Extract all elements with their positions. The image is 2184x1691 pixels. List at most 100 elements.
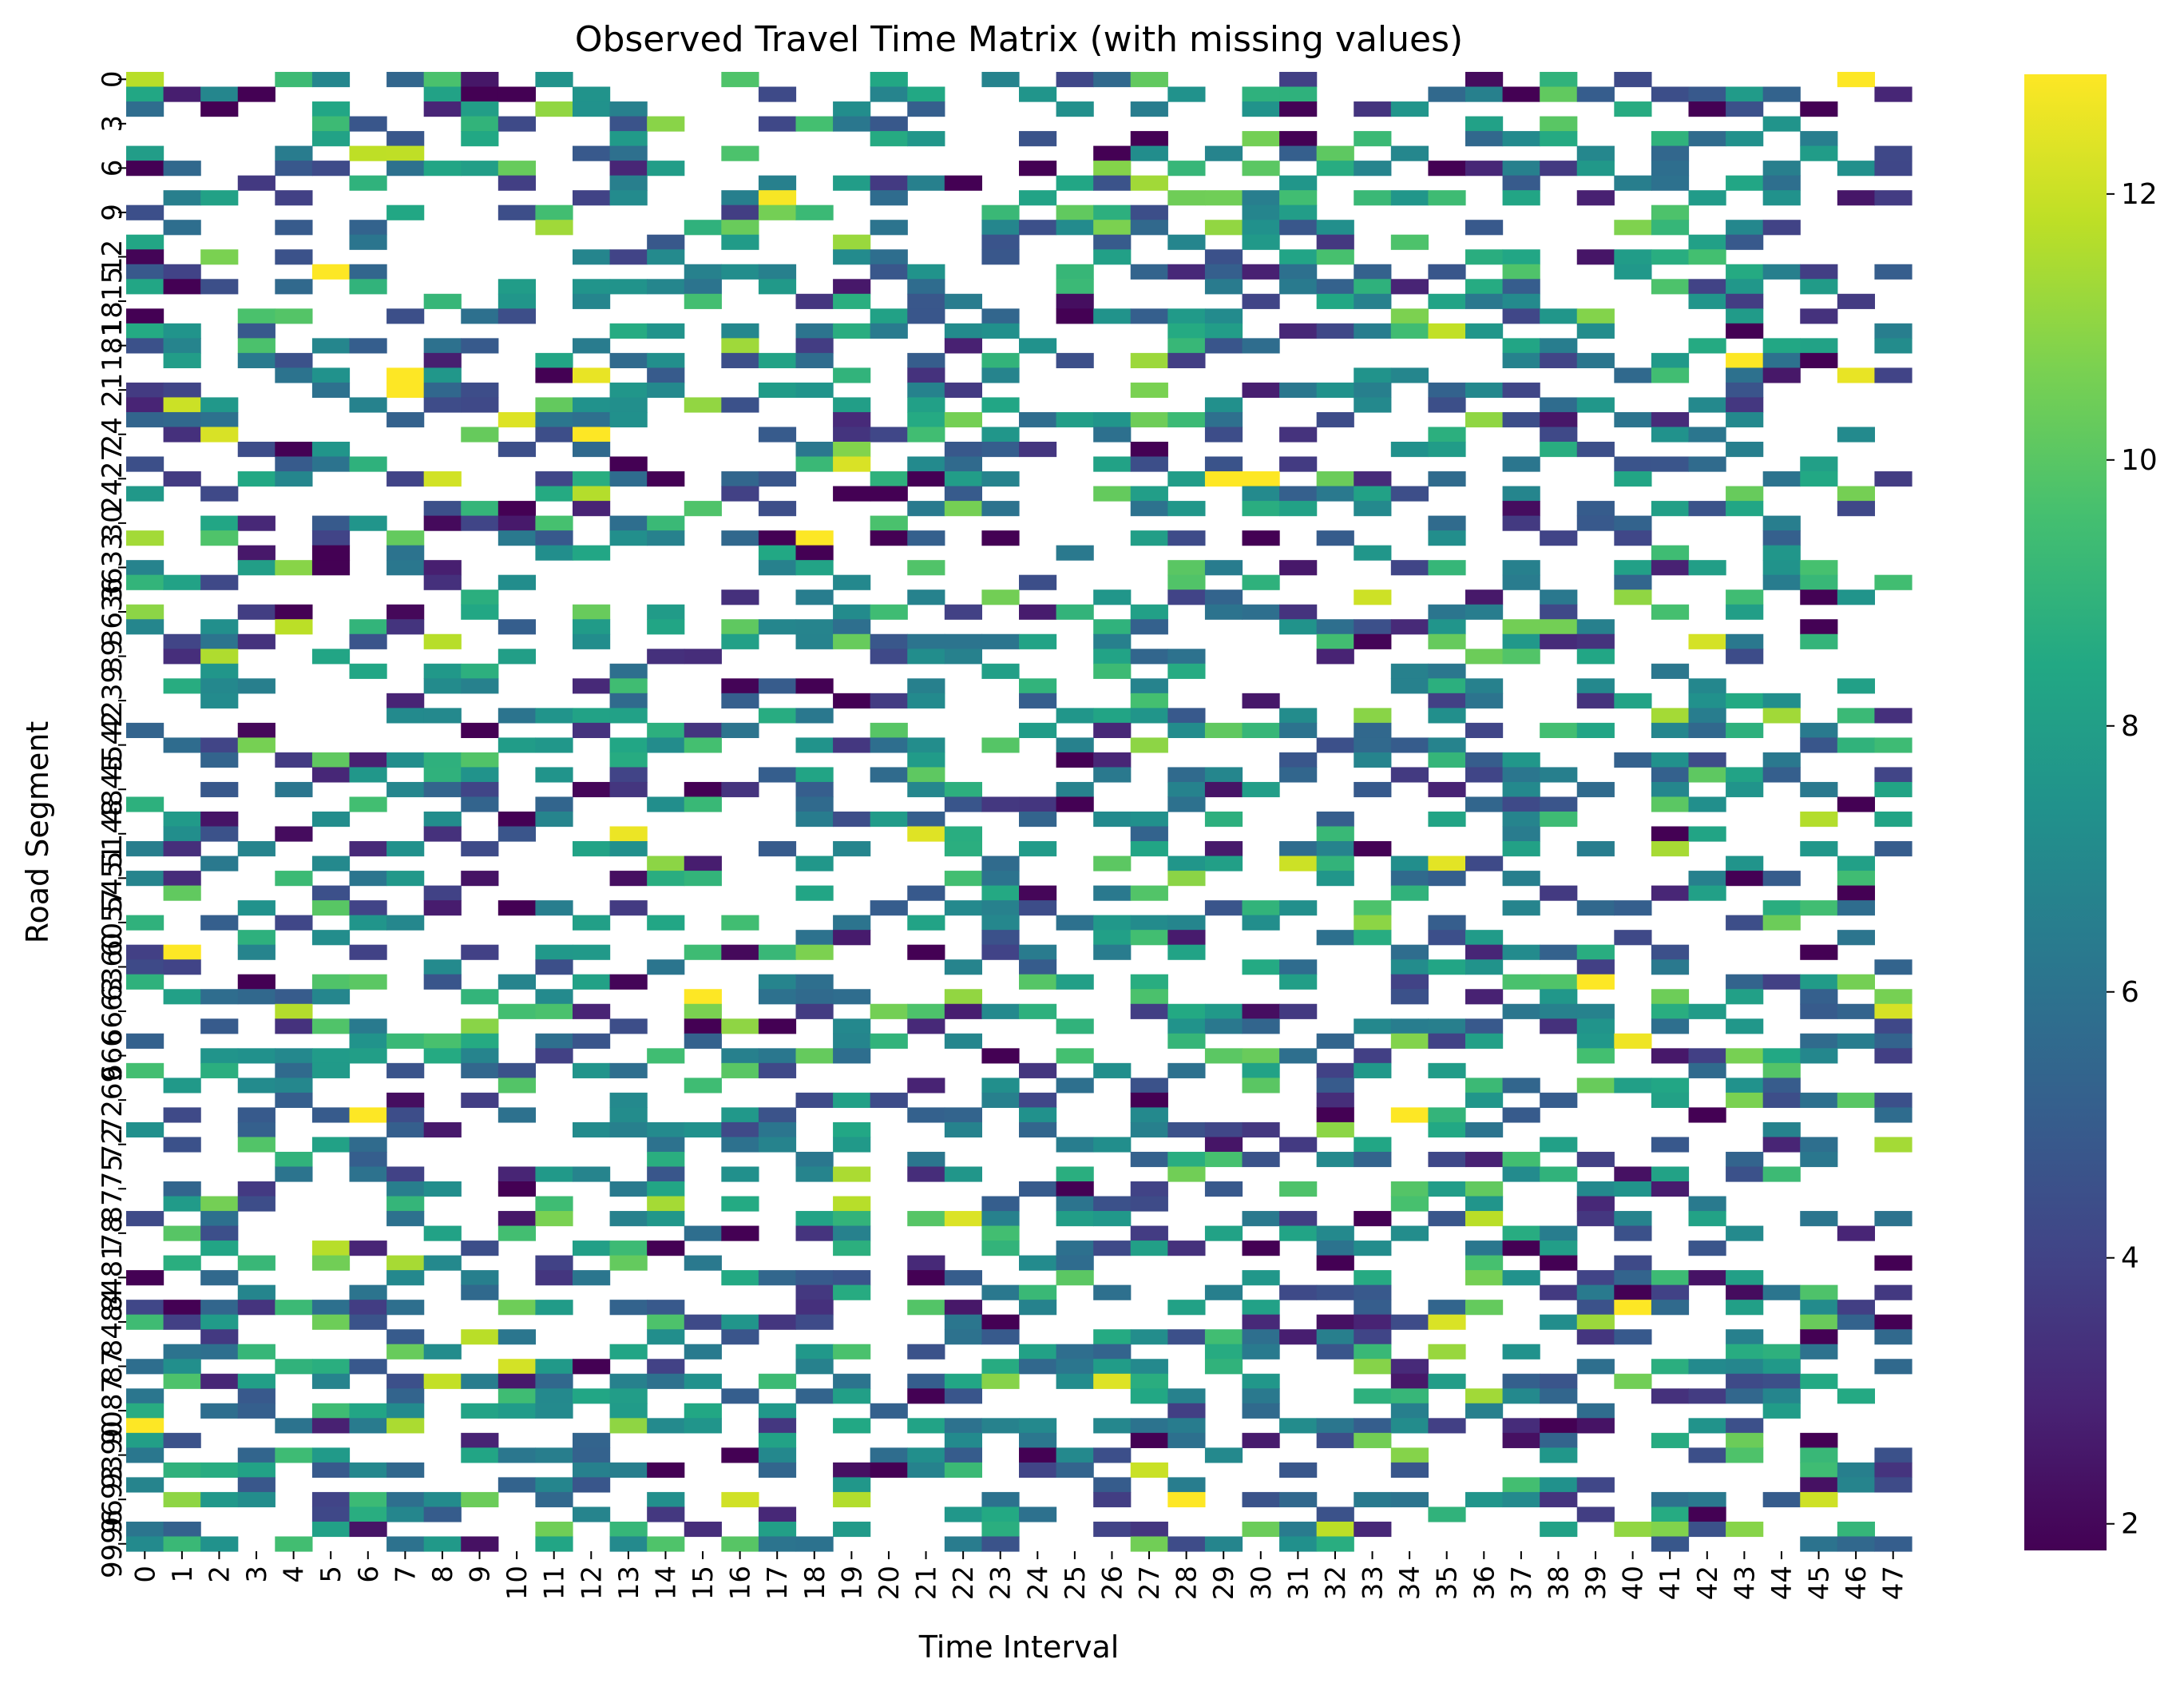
- heatmap-cell: [535, 397, 573, 413]
- heatmap-cell: [1614, 930, 1652, 946]
- heatmap-cell: [1502, 900, 1540, 916]
- heatmap-cell: [1874, 1092, 1912, 1108]
- heatmap-cell: [1465, 589, 1504, 605]
- heatmap-cell: [944, 871, 983, 887]
- heatmap-cell: [944, 1388, 983, 1404]
- heatmap-cell: [1316, 1506, 1354, 1522]
- y-tick-label: 8484: [97, 1288, 129, 1357]
- heatmap-cell: [1428, 959, 1466, 975]
- heatmap-cell: [1354, 279, 1392, 295]
- heatmap-cell: [497, 1166, 537, 1182]
- heatmap-cell: [795, 323, 834, 339]
- heatmap-cell: [981, 471, 1020, 487]
- heatmap-cell: [1762, 190, 1801, 206]
- heatmap-cell: [1762, 1403, 1801, 1419]
- heatmap-cell: [981, 1521, 1020, 1538]
- heatmap-cell: [1576, 1018, 1615, 1034]
- heatmap-cell: [833, 1344, 871, 1360]
- heatmap-cell: [1576, 959, 1615, 975]
- heatmap-cell: [1614, 574, 1652, 590]
- heatmap-cell: [1726, 855, 1764, 871]
- heatmap-cell: [200, 1048, 239, 1064]
- heatmap-cell: [981, 589, 1020, 605]
- heatmap-cell: [1540, 1477, 1578, 1493]
- heatmap-cell: [311, 812, 351, 828]
- heatmap-cell: [535, 1255, 573, 1271]
- heatmap-cell: [1204, 1536, 1243, 1552]
- heatmap-cell: [721, 338, 759, 354]
- heatmap-cell: [163, 279, 201, 295]
- heatmap-cell: [870, 722, 908, 738]
- heatmap-cell: [833, 486, 871, 502]
- heatmap-cell: [1576, 1403, 1615, 1419]
- heatmap-cell: [1167, 1403, 1206, 1419]
- heatmap-cell: [1688, 131, 1726, 147]
- heatmap-cell: [1651, 1092, 1690, 1108]
- heatmap-cell: [1540, 1255, 1578, 1271]
- x-tick-label: 3: [241, 1566, 273, 1583]
- heatmap-cell: [609, 974, 648, 990]
- heatmap-cell: [1354, 1018, 1392, 1034]
- heatmap-cell: [1614, 101, 1652, 117]
- heatmap-cell: [1614, 1166, 1652, 1182]
- heatmap-cell: [200, 1196, 239, 1212]
- heatmap-cell: [497, 1403, 537, 1419]
- heatmap-cell: [311, 1506, 351, 1522]
- heatmap-cell: [386, 604, 425, 620]
- heatmap-cell: [721, 1048, 759, 1064]
- heatmap-cell: [721, 619, 759, 635]
- heatmap-cell: [1540, 1166, 1578, 1182]
- heatmap-cell: [1651, 352, 1690, 368]
- heatmap-cell: [1726, 649, 1764, 665]
- heatmap-cell: [1726, 367, 1764, 383]
- heatmap-cell: [944, 442, 983, 458]
- heatmap-cell: [907, 411, 945, 428]
- heatmap-cell: [1390, 1403, 1429, 1419]
- heatmap-cell: [1390, 560, 1429, 576]
- x-tick-label: 30: [1246, 1566, 1278, 1600]
- heatmap-cell: [1874, 737, 1912, 753]
- heatmap-cell: [647, 855, 685, 871]
- heatmap-cell: [1019, 604, 1057, 620]
- heatmap-cell: [1576, 1477, 1615, 1493]
- heatmap-cell: [795, 633, 834, 649]
- heatmap-cell: [647, 352, 685, 368]
- heatmap-cell: [1428, 1344, 1466, 1360]
- heatmap-cell: [1316, 1151, 1354, 1168]
- heatmap-cell: [311, 338, 351, 354]
- heatmap-cell: [1800, 574, 1838, 590]
- heatmap-cell: [609, 1240, 648, 1256]
- heatmap-cell: [1316, 530, 1354, 546]
- heatmap-cell: [758, 1048, 797, 1064]
- heatmap-cell: [200, 1373, 239, 1389]
- heatmap-cell: [275, 352, 313, 368]
- heatmap-cell: [1242, 1432, 1280, 1448]
- heatmap-cell: [1130, 145, 1168, 161]
- heatmap-cell: [497, 1181, 537, 1197]
- heatmap-cell: [684, 722, 722, 738]
- heatmap-cell: [1614, 1211, 1652, 1227]
- heatmap-cell: [1167, 1536, 1206, 1552]
- heatmap-cell: [758, 1447, 797, 1463]
- heatmap-cell: [1465, 161, 1504, 177]
- heatmap-cell: [311, 1359, 351, 1375]
- heatmap-cell: [386, 145, 425, 161]
- heatmap-cell: [311, 382, 351, 399]
- heatmap-cell: [237, 1255, 275, 1271]
- heatmap-cell: [311, 1107, 351, 1123]
- heatmap-cell: [200, 619, 239, 635]
- y-tick-label: 6360: [97, 932, 129, 1002]
- heatmap-cell: [1874, 1033, 1912, 1049]
- heatmap-cell: [944, 796, 983, 812]
- heatmap-cell: [1056, 175, 1094, 191]
- heatmap-cell: [870, 515, 908, 531]
- heatmap-cell: [535, 1300, 573, 1316]
- y-tick-label: 4845: [97, 755, 129, 824]
- heatmap-cell: [1242, 915, 1280, 931]
- heatmap-cell: [609, 1018, 648, 1034]
- heatmap-cell: [386, 308, 425, 324]
- heatmap-cell: [573, 678, 611, 694]
- x-tick-label: 34: [1394, 1566, 1426, 1600]
- heatmap-cell: [1390, 1033, 1429, 1049]
- heatmap-cell: [461, 515, 499, 531]
